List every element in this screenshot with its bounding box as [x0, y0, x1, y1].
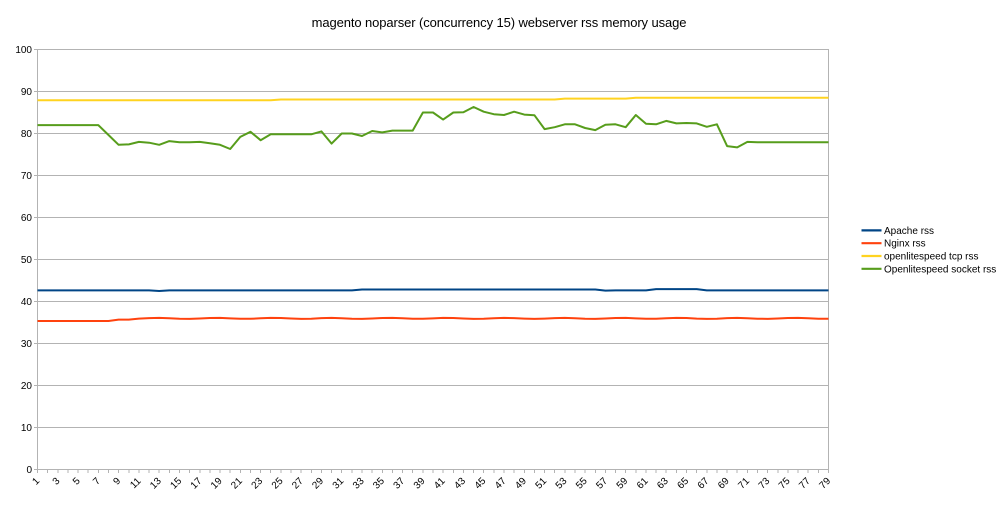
- svg-text:90: 90: [21, 87, 33, 98]
- svg-text:20: 20: [21, 381, 33, 392]
- svg-text:100: 100: [15, 45, 32, 56]
- svg-text:openlitespeed tcp rss: openlitespeed tcp rss: [884, 252, 979, 263]
- svg-text:Apache rss: Apache rss: [884, 226, 934, 237]
- svg-text:magento noparser (concurrency: magento noparser (concurrency 15) webser…: [312, 15, 687, 30]
- svg-text:30: 30: [21, 339, 33, 350]
- svg-text:Openlitespeed socket rss: Openlitespeed socket rss: [884, 264, 996, 275]
- svg-text:80: 80: [21, 129, 33, 140]
- svg-text:60: 60: [21, 213, 33, 224]
- svg-text:10: 10: [21, 423, 33, 434]
- svg-text:0: 0: [26, 465, 32, 476]
- svg-text:50: 50: [21, 255, 33, 266]
- svg-text:Nginx rss: Nginx rss: [884, 239, 926, 250]
- svg-text:40: 40: [21, 297, 33, 308]
- svg-text:70: 70: [21, 171, 33, 182]
